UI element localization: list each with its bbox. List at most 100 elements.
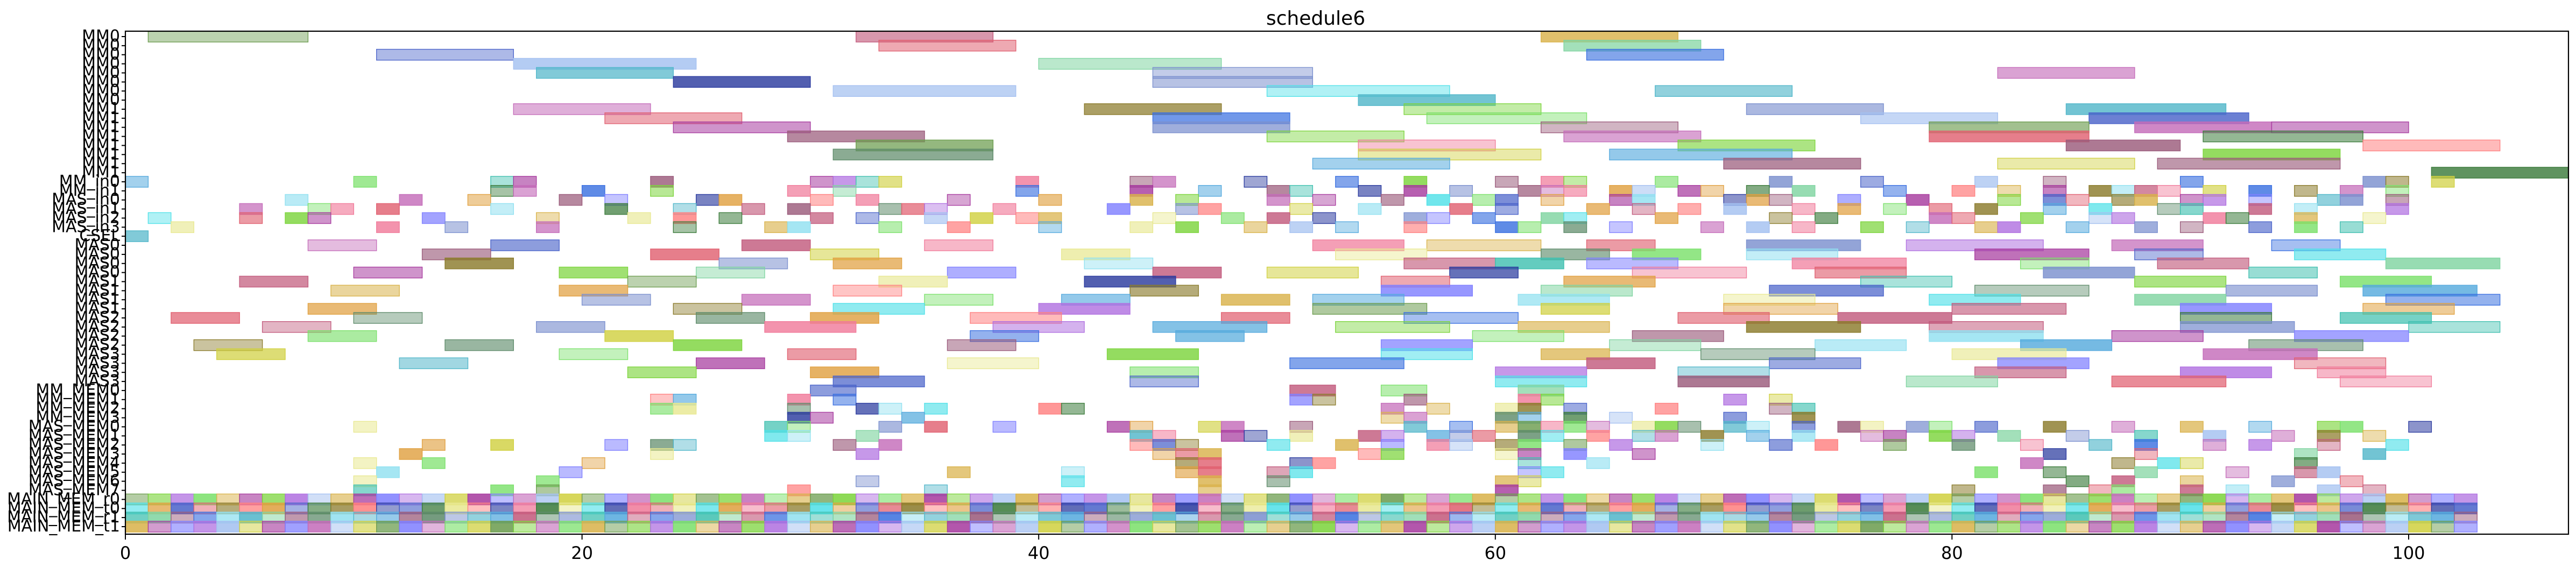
task-bar-mas3 [559, 348, 629, 360]
x-tick-label: 0 [120, 543, 131, 563]
task-bar-mm0 [1152, 76, 1314, 88]
task-bar-mas2 [695, 312, 765, 324]
task-bar-mm1 [1403, 103, 1542, 115]
task-bar-mas0 [490, 239, 560, 251]
task-bar-mas0 [1495, 257, 1564, 270]
task-bar-mas-mem6 [1266, 475, 1290, 487]
task-bar-mas0 [1084, 257, 1154, 270]
y-tick-label: MM_MEM0 [36, 381, 120, 400]
task-bar-mas-in1 [787, 203, 811, 215]
task-bar-mas-mem5 [2134, 466, 2158, 478]
task-bar-mas0 [1449, 266, 1519, 279]
task-bar-mas-in2 [810, 212, 834, 224]
task-bar-mas-mem3 [856, 448, 879, 460]
task-bar-mas3 [1380, 348, 1473, 360]
task-bar-mas-in1 [1837, 203, 1861, 215]
task-bar-mm-in1 [1518, 185, 1542, 197]
task-bar-mas-in1 [2088, 203, 2113, 215]
task-bar-mm-mem2 [1426, 402, 1450, 415]
main-mem-transfer-bar [1312, 521, 1336, 533]
task-bar-mas3 [1106, 348, 1199, 360]
task-bar-mas-in0 [1312, 194, 1336, 206]
y-tick-label: MAS0 [74, 245, 120, 264]
task-bar-mas-mem2 [2203, 439, 2227, 451]
task-bar-mas-in3 [1746, 221, 1770, 233]
main-mem-transfer-bar [741, 521, 765, 533]
task-bar-mas-mem4 [353, 457, 377, 469]
y-tick-label: MM_in0 [59, 172, 120, 191]
task-bar-mm-mem1 [832, 394, 857, 406]
task-bar-mas2 [171, 312, 240, 324]
task-bar-mm-in1 [1289, 185, 1313, 197]
task-bar-mm-in0 [1244, 176, 1268, 188]
task-bar-mas-in2 [673, 212, 697, 224]
task-bar-mas-mem6 [856, 475, 879, 487]
main-mem-transfer-bar [1974, 521, 1998, 533]
task-bar-mas-in0 [2317, 194, 2341, 206]
task-bar-mas-in2 [1038, 212, 1062, 224]
task-bar-mm0 [1997, 67, 2135, 79]
task-bar-mas-mem3 [1380, 448, 1405, 460]
task-bar-mas-in3 [2134, 221, 2158, 233]
y-tick-label: MM1 [82, 163, 120, 182]
task-bar-mas-in3 [444, 221, 469, 233]
task-bar-mm-in1 [490, 185, 514, 197]
task-bar-mas-mem1 [1540, 430, 1564, 442]
plot-frame [124, 30, 2570, 535]
task-bar-mas3 [2340, 375, 2432, 387]
task-bar-mm-in0 [810, 176, 834, 188]
task-bar-mm-in1 [1700, 185, 1724, 197]
x-tick-label: 20 [571, 543, 593, 563]
task-bar-mas-mem3 [1632, 448, 1656, 460]
main-mem-transfer-bar [1632, 521, 1656, 533]
task-bar-mas-mem1 [1791, 430, 1816, 442]
main-mem-transfer-bar [947, 521, 971, 533]
main-mem-transfer-bar [2020, 521, 2044, 533]
task-bar-mm1 [1929, 130, 2090, 143]
main-mem-transfer-bar [1403, 521, 1428, 533]
task-bar-mas1 [1540, 303, 1610, 315]
task-bar-mas-in1 [741, 203, 765, 215]
main-mem-transfer-bar [2134, 521, 2158, 533]
y-tick-label: MAIN_MEM_t1 [8, 517, 120, 536]
task-bar-mas-mem2 [2134, 439, 2158, 451]
task-bar-mm1 [2362, 139, 2501, 152]
task-bar-mm-in1 [1951, 185, 1975, 197]
task-bar-mas-in1 [1791, 203, 1816, 215]
main-mem-transfer-bar [2431, 521, 2455, 533]
main-mem-transfer-bar [490, 521, 514, 533]
task-bar-mas-in0 [1266, 194, 1290, 206]
task-bar-mm-mem1 [1312, 394, 1336, 406]
task-bar-mas3 [1974, 366, 2067, 378]
task-bar-mas-mem1 [1860, 430, 1884, 442]
task-bar-mas-in1 [1723, 203, 1747, 215]
main-mem-transfer-bar [1358, 521, 1382, 533]
task-bar-mas-mem0 [878, 421, 902, 433]
task-bar-mas2 [353, 312, 423, 324]
task-bar-mas3 [2203, 348, 2318, 360]
main-mem-transfer-bar [1563, 521, 1587, 533]
y-tick-label: MAS1 [74, 281, 120, 300]
task-bar-mm-mem2 [1061, 402, 1085, 415]
task-bar-mas-mem2 [2248, 439, 2272, 451]
task-bar-mas-in1 [1495, 203, 1519, 215]
task-bar-mas-in2 [1929, 212, 1953, 224]
main-mem-transfer-bar [1061, 521, 1085, 533]
main-mem-transfer-bar [1609, 521, 1633, 533]
task-bar-mas1 [1860, 275, 1953, 288]
task-bar-mm0 [1038, 58, 1222, 70]
task-bar-mm-in0 [1769, 176, 1793, 188]
task-bar-mas-mem1 [2317, 430, 2341, 442]
task-bar-mm-in0 [1335, 176, 1359, 188]
y-tick-label: MAS1 [74, 272, 120, 291]
task-bar-mm-in1 [2248, 185, 2272, 197]
task-bar-mas-in0 [947, 194, 971, 206]
task-bar-mas-mem3 [1152, 448, 1176, 460]
task-bar-mm0 [1586, 48, 1724, 61]
main-mem-transfer-bar [559, 521, 583, 533]
task-bar-mas3 [947, 357, 1039, 370]
task-bar-mm-in0 [1655, 176, 1678, 188]
main-mem-transfer-bar [924, 521, 948, 533]
task-bar-mas-in2 [2088, 212, 2113, 224]
y-tick-label: MM_MEM3 [36, 408, 120, 427]
